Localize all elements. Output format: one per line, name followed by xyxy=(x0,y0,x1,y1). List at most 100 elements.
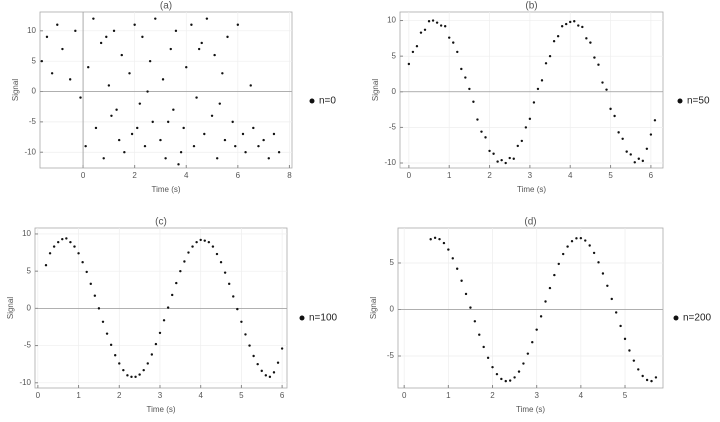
point xyxy=(495,372,499,376)
y-axis-label: Signal xyxy=(11,79,20,101)
point xyxy=(77,252,80,255)
point xyxy=(500,377,503,381)
point xyxy=(469,306,472,309)
y-tick-label: 5 xyxy=(392,51,397,60)
point xyxy=(200,41,203,45)
point xyxy=(101,320,105,323)
y-axis-label: Signal xyxy=(371,79,380,101)
point xyxy=(645,147,649,150)
point xyxy=(236,23,240,26)
point xyxy=(476,118,479,121)
point xyxy=(585,37,588,40)
point xyxy=(473,320,477,323)
chart-title: (c) xyxy=(155,217,167,228)
plot-frame xyxy=(399,11,664,169)
point xyxy=(654,376,658,379)
x-tick-label: 1 xyxy=(76,391,81,400)
point xyxy=(407,62,411,66)
chart-title: (a) xyxy=(160,1,172,12)
point xyxy=(215,157,219,160)
point xyxy=(89,282,92,286)
point xyxy=(645,378,649,382)
point xyxy=(105,35,108,39)
y-tick-label: -10 xyxy=(24,147,36,156)
point xyxy=(496,160,499,163)
point xyxy=(61,47,64,51)
point xyxy=(154,342,158,346)
point xyxy=(484,136,487,139)
point xyxy=(117,138,121,142)
point xyxy=(419,31,423,34)
point xyxy=(522,362,525,365)
point xyxy=(93,294,97,297)
point xyxy=(649,133,653,136)
point xyxy=(435,21,439,24)
point xyxy=(128,72,131,75)
point xyxy=(264,374,268,377)
plot-frame xyxy=(39,11,293,169)
x-tick-label: 5 xyxy=(239,391,244,400)
point xyxy=(427,20,431,23)
point xyxy=(148,59,152,63)
x-tick-label: 6 xyxy=(649,171,654,180)
point xyxy=(138,102,142,105)
point xyxy=(452,41,455,44)
point xyxy=(540,79,544,82)
point xyxy=(179,151,183,154)
point xyxy=(641,159,645,163)
point xyxy=(85,270,88,274)
point xyxy=(480,130,483,133)
point xyxy=(423,28,427,32)
point xyxy=(500,158,503,162)
point xyxy=(553,273,556,277)
point xyxy=(526,352,530,355)
x-tick-label: 4 xyxy=(184,171,189,180)
point xyxy=(579,236,583,240)
point xyxy=(92,17,95,20)
point xyxy=(411,50,415,54)
x-axis-label: Time (s) xyxy=(516,405,545,414)
x-tick-label: 0 xyxy=(81,171,86,180)
point xyxy=(50,72,54,75)
point xyxy=(183,260,186,263)
point xyxy=(241,132,245,136)
point xyxy=(227,282,231,286)
point xyxy=(606,284,609,287)
point xyxy=(213,53,216,57)
point xyxy=(185,66,188,69)
x-tick-label: 2 xyxy=(487,171,492,180)
point xyxy=(87,66,90,69)
point xyxy=(182,126,185,130)
point xyxy=(166,120,170,124)
point xyxy=(136,126,139,130)
point xyxy=(179,269,182,273)
point xyxy=(628,349,631,352)
point xyxy=(478,333,481,336)
point xyxy=(142,368,145,372)
point xyxy=(491,365,494,369)
x-axis-label: Time (s) xyxy=(146,405,175,414)
y-tick-label: 5 xyxy=(32,56,37,65)
point xyxy=(211,245,215,248)
y-tick-label: 10 xyxy=(27,26,36,35)
point xyxy=(56,23,59,26)
point xyxy=(223,271,227,274)
point xyxy=(536,87,540,91)
point xyxy=(513,376,516,379)
point xyxy=(601,272,605,275)
point xyxy=(40,59,44,63)
point xyxy=(566,245,569,248)
point xyxy=(260,369,263,373)
x-tick-label: 2 xyxy=(490,391,495,400)
point xyxy=(150,353,154,356)
legend-marker xyxy=(309,98,315,104)
y-tick-label: -5 xyxy=(24,341,32,350)
x-tick-label: 3 xyxy=(158,391,163,400)
point xyxy=(468,87,471,91)
point xyxy=(512,157,515,160)
point xyxy=(609,107,612,111)
y-tick-label: 10 xyxy=(387,16,396,25)
y-tick-label: 0 xyxy=(390,305,395,314)
point xyxy=(177,163,180,166)
